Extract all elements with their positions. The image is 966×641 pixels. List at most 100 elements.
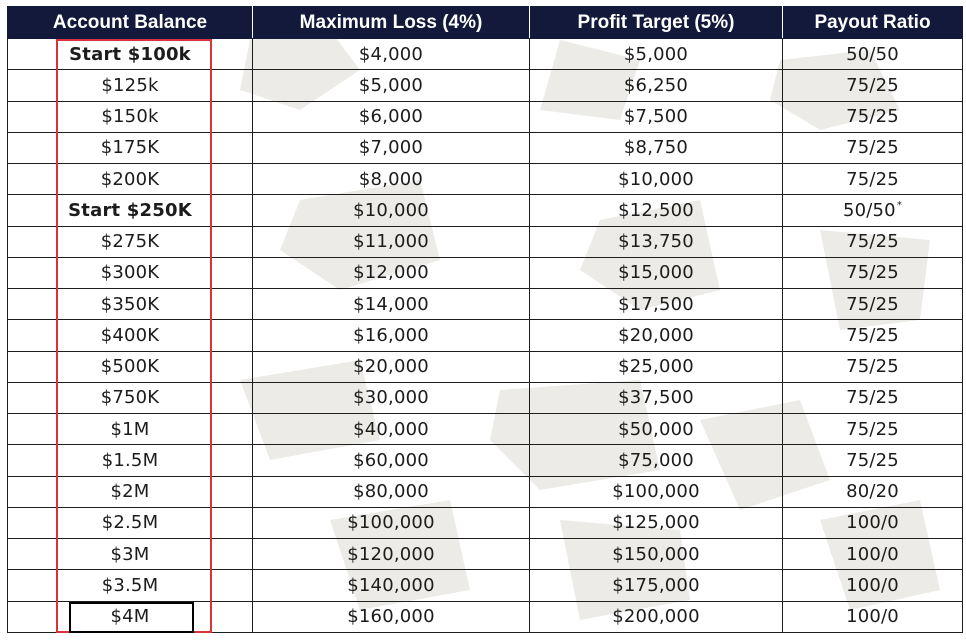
- cell-maximum-loss-text: $160,000: [347, 606, 435, 628]
- cell-payout-ratio: 50/50*: [782, 194, 963, 227]
- cell-account-balance: Start $250K: [7, 194, 253, 227]
- cell-account-balance: $1M: [7, 412, 253, 446]
- cell-payout-ratio: 75/25: [782, 256, 963, 290]
- cell-account-balance: $500K: [7, 350, 253, 383]
- cell-profit-target: $125,000: [529, 506, 783, 540]
- cell-payout-ratio-text: 100/0: [846, 606, 899, 628]
- cell-account-balance-text: $1.5M: [101, 449, 159, 471]
- cell-account-balance: $175K: [7, 131, 253, 165]
- cell-account-balance-text: $3.5M: [101, 574, 159, 596]
- cell-profit-target-text: $10,000: [618, 168, 694, 190]
- cell-maximum-loss: $30,000: [252, 381, 530, 415]
- cell-account-balance: $200K: [7, 162, 253, 196]
- cell-account-balance-text: $3M: [110, 543, 150, 565]
- footnote-marker: *: [896, 199, 903, 211]
- cell-account-balance-text: $350K: [100, 293, 160, 315]
- cell-profit-target-text: $50,000: [618, 418, 694, 440]
- cell-maximum-loss: $11,000: [252, 225, 530, 258]
- cell-payout-ratio-text: 100/0: [846, 512, 899, 534]
- cell-payout-ratio-text: 75/25: [846, 106, 899, 128]
- cell-payout-ratio-text: 100/0: [846, 543, 899, 565]
- table-row: Start $100k $4,000 $5,000 50/50: [7, 37, 963, 71]
- cell-account-balance: $3.5M: [7, 569, 253, 602]
- cell-payout-ratio: 75/25: [782, 287, 963, 321]
- table-row: $275K $11,000 $13,750 75/25: [7, 225, 963, 258]
- cell-maximum-loss: $80,000: [252, 475, 530, 508]
- cell-maximum-loss: $12,000: [252, 256, 530, 290]
- cell-profit-target: $25,000: [529, 350, 783, 383]
- cell-account-balance-text: $4M: [110, 606, 150, 628]
- cell-profit-target: $150,000: [529, 537, 783, 571]
- cell-payout-ratio-text: 75/25: [846, 137, 899, 159]
- table-row: $150k $6,000 $7,500 75/25: [7, 100, 963, 133]
- cell-account-balance: $150k: [7, 100, 253, 133]
- cell-payout-ratio: 75/25: [782, 350, 963, 383]
- cell-payout-ratio: 100/0: [782, 537, 963, 571]
- cell-payout-ratio: 75/25: [782, 69, 963, 102]
- table-row: $300K $12,000 $15,000 75/25: [7, 256, 963, 290]
- cell-maximum-loss: $8,000: [252, 162, 530, 196]
- cell-account-balance: $2M: [7, 475, 253, 508]
- header-maximum-loss: Maximum Loss (4%): [252, 6, 530, 39]
- cell-profit-target-text: $20,000: [618, 324, 694, 346]
- cell-payout-ratio: 75/25: [782, 319, 963, 352]
- cell-payout-ratio-text: 75/25: [846, 74, 899, 96]
- header-payout-ratio: Payout Ratio: [782, 6, 963, 39]
- cell-account-balance-text: $150k: [101, 106, 159, 128]
- cell-account-balance-text: Start $250K: [68, 199, 192, 221]
- cell-maximum-loss-text: $6,000: [358, 106, 424, 128]
- cell-profit-target-text: $200,000: [612, 606, 700, 628]
- cell-account-balance-text: $2.5M: [101, 512, 159, 534]
- cell-profit-target-text: $75,000: [618, 449, 694, 471]
- cell-maximum-loss-text: $30,000: [353, 387, 429, 409]
- cell-payout-ratio-text: 75/25: [846, 168, 899, 190]
- cell-maximum-loss-text: $7,000: [358, 137, 424, 159]
- scaling-plan-table: Account Balance Maximum Loss (4%) Profit…: [7, 6, 963, 633]
- cell-account-balance: $4M: [7, 600, 253, 633]
- cell-profit-target-text: $15,000: [618, 262, 694, 284]
- cell-profit-target-text: $25,000: [618, 356, 694, 378]
- cell-profit-target-text: $100,000: [612, 481, 700, 503]
- cell-maximum-loss: $40,000: [252, 412, 530, 446]
- cell-profit-target: $37,500: [529, 381, 783, 415]
- cell-profit-target: $200,000: [529, 600, 783, 633]
- cell-profit-target: $10,000: [529, 162, 783, 196]
- cell-account-balance-text: $750K: [100, 387, 160, 409]
- cell-profit-target: $175,000: [529, 569, 783, 602]
- cell-payout-ratio: 75/25: [782, 131, 963, 165]
- cell-account-balance: $125k: [7, 69, 253, 102]
- cell-profit-target-text: $13,750: [618, 231, 694, 253]
- cell-profit-target: $7,500: [529, 100, 783, 133]
- cell-maximum-loss-text: $16,000: [353, 324, 429, 346]
- cell-payout-ratio: 50/50: [782, 37, 963, 71]
- cell-payout-ratio-text: 75/25: [846, 356, 899, 378]
- cell-maximum-loss-text: $12,000: [353, 262, 429, 284]
- cell-profit-target-text: $175,000: [612, 574, 700, 596]
- cell-payout-ratio-text: 75/25: [846, 324, 899, 346]
- header-profit-target: Profit Target (5%): [529, 6, 783, 39]
- cell-payout-ratio-text: 50/50: [842, 199, 896, 221]
- cell-account-balance-text: $175K: [100, 137, 160, 159]
- cell-profit-target-text: $12,500: [618, 199, 694, 221]
- cell-maximum-loss: $60,000: [252, 444, 530, 477]
- cell-account-balance-text: $1M: [110, 418, 150, 440]
- table-header-row: Account Balance Maximum Loss (4%) Profit…: [7, 6, 963, 39]
- cell-maximum-loss-text: $10,000: [353, 199, 429, 221]
- cell-account-balance: $750K: [7, 381, 253, 415]
- table-row: $1M $40,000 $50,000 75/25: [7, 412, 963, 446]
- cell-profit-target-text: $17,500: [618, 293, 694, 315]
- cell-maximum-loss-text: $20,000: [353, 356, 429, 378]
- cell-payout-ratio-text: 75/25: [846, 231, 899, 253]
- cell-maximum-loss: $140,000: [252, 569, 530, 602]
- table-row: $400K $16,000 $20,000 75/25: [7, 319, 963, 352]
- cell-profit-target: $12,500: [529, 194, 783, 227]
- cell-profit-target: $100,000: [529, 475, 783, 508]
- cell-profit-target-text: $6,250: [623, 74, 689, 96]
- cell-maximum-loss: $5,000: [252, 69, 530, 102]
- cell-account-balance-text: Start $100k: [69, 43, 191, 65]
- cell-maximum-loss: $20,000: [252, 350, 530, 383]
- cell-maximum-loss: $10,000: [252, 194, 530, 227]
- table-row: $125k $5,000 $6,250 75/25: [7, 69, 963, 102]
- table-row: $1.5M $60,000 $75,000 75/25: [7, 444, 963, 477]
